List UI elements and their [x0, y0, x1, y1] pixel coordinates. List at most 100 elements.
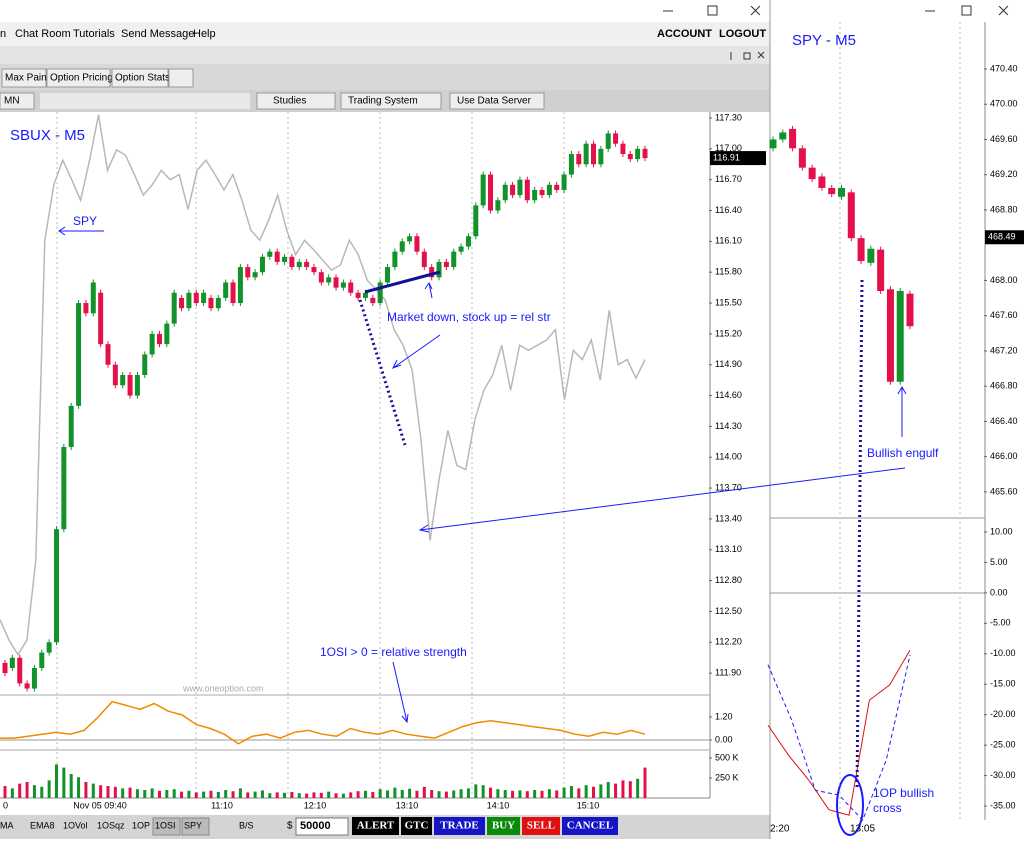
- tab[interactable]: [111, 68, 169, 88]
- tab[interactable]: [46, 68, 111, 88]
- toolbar-toggle[interactable]: EMA8: [30, 820, 55, 830]
- toggle-box[interactable]: [152, 817, 181, 836]
- candle-body: [171, 292, 177, 324]
- toolbar-toggle[interactable]: 1OVol: [63, 820, 88, 830]
- candle-body: [443, 261, 449, 268]
- price-tick-label: 117.00: [715, 143, 742, 153]
- volume-bar: [113, 786, 117, 798]
- tab-label[interactable]: Max Pain: [5, 73, 47, 84]
- order-button-label[interactable]: ALERT: [357, 820, 395, 832]
- candle-body: [98, 292, 104, 345]
- candle-body: [112, 364, 118, 386]
- quantity-input[interactable]: [295, 817, 349, 836]
- order-button-label[interactable]: BUY: [492, 820, 515, 832]
- candle-body: [142, 354, 148, 375]
- candle-body: [399, 241, 405, 252]
- volume-bar: [334, 793, 338, 798]
- highlight-circle: [836, 774, 864, 836]
- menu-item[interactable]: n: [0, 28, 6, 40]
- volume-bar: [621, 780, 625, 798]
- toggle-box[interactable]: [181, 817, 210, 836]
- annotation: cross: [873, 801, 902, 815]
- last-price-box: [710, 151, 766, 166]
- toolbar-toggle[interactable]: SPY: [184, 820, 202, 830]
- candle-body: [828, 187, 836, 195]
- account-button[interactable]: ACCOUNT: [657, 28, 712, 40]
- candle-body: [495, 200, 501, 211]
- toolbar-toggle[interactable]: 1OSqz: [97, 820, 125, 830]
- quantity-value[interactable]: 50000: [300, 820, 331, 832]
- candle-body: [642, 148, 648, 159]
- candle-body: [61, 446, 67, 530]
- toolbar-toggle[interactable]: 1OSI: [155, 820, 176, 830]
- price-tick-label: 113.40: [715, 513, 742, 523]
- menu-item[interactable]: Send Message: [121, 28, 194, 40]
- candle-body: [24, 683, 30, 689]
- volume-bar: [283, 792, 287, 798]
- volume-bar: [363, 790, 367, 798]
- volume-bar: [165, 790, 169, 798]
- time-label: 15:10: [577, 800, 600, 810]
- price-tick-label: 468.80: [990, 204, 1018, 214]
- chart-type-icons[interactable]: [40, 93, 250, 109]
- candle-body: [546, 184, 552, 196]
- candle-body: [68, 405, 74, 447]
- tab[interactable]: [168, 68, 194, 88]
- candle-body: [83, 303, 89, 314]
- tab-label[interactable]: Option Stats: [115, 73, 170, 84]
- candle-body: [392, 251, 398, 268]
- annotation-arrows: [58, 226, 907, 724]
- price-tick-label: 116.70: [715, 174, 742, 184]
- candle-body: [867, 248, 875, 263]
- order-button-label[interactable]: SELL: [527, 820, 555, 832]
- osc-line: [767, 649, 911, 816]
- price-tick-label: 112.20: [715, 637, 742, 647]
- volume-bar: [533, 790, 537, 798]
- order-button[interactable]: [522, 817, 560, 835]
- volume-bar: [569, 786, 573, 798]
- menu-item[interactable]: Chat Room: [15, 28, 71, 40]
- toolbar-box[interactable]: [449, 92, 545, 110]
- toolbar-box[interactable]: [256, 92, 336, 110]
- volume-bar: [312, 792, 316, 798]
- tab[interactable]: [1, 68, 47, 88]
- menu-item[interactable]: Help: [193, 28, 216, 40]
- toolbar-toggle[interactable]: B/S: [239, 820, 254, 830]
- volume-bar: [69, 774, 73, 798]
- order-button-label[interactable]: GTC: [405, 820, 429, 832]
- last-price-box: [985, 230, 1024, 245]
- volume-bar: [172, 789, 176, 798]
- toolbar-item[interactable]: Use Data Server: [457, 96, 532, 107]
- order-button[interactable]: [434, 817, 485, 835]
- price-tick-label: 112.80: [715, 575, 742, 585]
- volume-bar: [356, 791, 360, 798]
- toolbar-toggle[interactable]: 1OP: [132, 820, 150, 830]
- toolbar-item[interactable]: Studies: [273, 96, 306, 107]
- toolbar-box[interactable]: [0, 92, 35, 110]
- toolbar-toggle[interactable]: MA: [0, 820, 14, 830]
- volume-bar: [238, 788, 242, 798]
- order-button-label[interactable]: TRADE: [440, 820, 479, 832]
- toolbar-item[interactable]: Trading System: [348, 96, 418, 107]
- tab-label[interactable]: Option Pricing: [50, 73, 113, 84]
- order-button[interactable]: [562, 817, 618, 835]
- candle-body: [451, 251, 457, 268]
- volume-bar: [47, 780, 51, 798]
- window-controls[interactable]: [663, 5, 1009, 60]
- volume-bar: [349, 792, 353, 798]
- order-button-label[interactable]: CANCEL: [567, 820, 613, 832]
- toolbar-box[interactable]: [340, 92, 442, 110]
- volume-bar: [459, 789, 463, 798]
- order-button[interactable]: [352, 817, 399, 835]
- annotation: 1OSI > 0 = relative strength: [320, 645, 467, 659]
- order-button[interactable]: [401, 817, 432, 835]
- menu-item[interactable]: Tutorials: [73, 28, 115, 40]
- time-label: Nov 05 09:40: [73, 800, 127, 810]
- price-tick-label: 114.30: [715, 421, 742, 431]
- logout-button[interactable]: LOGOUT: [719, 28, 766, 40]
- volume-bar: [437, 791, 441, 798]
- candle-body: [282, 256, 288, 262]
- toolbar-item[interactable]: MN: [4, 96, 20, 107]
- order-button[interactable]: [487, 817, 520, 835]
